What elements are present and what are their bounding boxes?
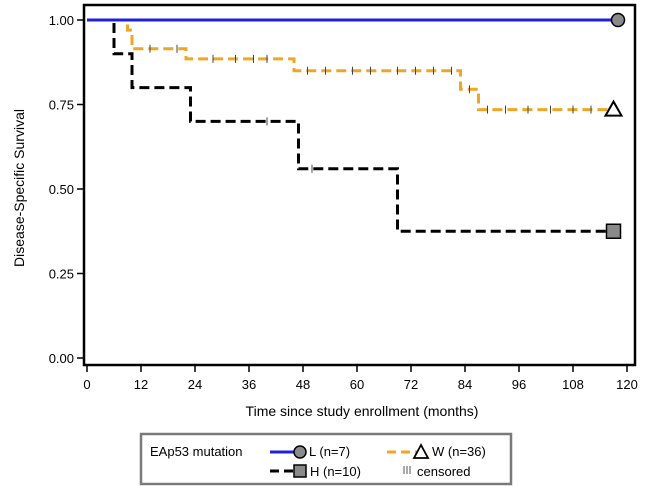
legend-title: EAp53 mutation [150, 444, 243, 459]
x-tick-label: 120 [616, 377, 638, 392]
x-axis-ticks: 0 12 24 36 48 60 72 84 96 108 120 [83, 365, 638, 392]
x-tick-label: 12 [134, 377, 148, 392]
legend-label-H: H (n=10) [310, 464, 361, 479]
legend-label-L: L (n=7) [309, 444, 350, 459]
x-axis-title: Time since study enrollment (months) [246, 403, 479, 419]
y-tick-label: 0.25 [49, 267, 74, 282]
y-tick-label: 0.75 [49, 98, 74, 113]
x-tick-label: 84 [458, 377, 472, 392]
legend-marker-L-circle-icon [293, 445, 307, 459]
y-tick-label: 1.00 [49, 13, 74, 28]
plot-frame [82, 3, 637, 367]
x-tick-label: 48 [296, 377, 310, 392]
legend-box [139, 432, 513, 486]
y-tick-label: 0.00 [49, 351, 74, 366]
y-axis-title: Disease-Specific Survival [11, 109, 27, 267]
y-axis-ticks: 0.00 0.25 0.50 0.75 1.00 [49, 13, 84, 366]
x-tick-label: 96 [512, 377, 526, 392]
end-marker-L-circle-icon [610, 12, 626, 28]
series-line-H [87, 18, 614, 233]
legend-label-censored: censored [417, 464, 470, 479]
x-tick-label: 72 [404, 377, 418, 392]
plot-lines [87, 12, 626, 239]
legend: EAp53 mutation L (n=7) W (n=36) H (n=10)… [139, 432, 513, 486]
legend-censored-icon [403, 466, 411, 474]
series-line-W [87, 18, 614, 112]
legend-marker-W-triangle-icon [412, 443, 430, 459]
x-tick-label: 24 [188, 377, 202, 392]
x-tick-label: 36 [242, 377, 256, 392]
x-tick-label: 60 [350, 377, 364, 392]
y-tick-label: 0.50 [49, 182, 74, 197]
x-tick-label: 0 [83, 377, 90, 392]
legend-marker-H-square-icon [293, 464, 307, 478]
legend-label-W: W (n=36) [432, 444, 486, 459]
end-marker-H-square-icon [605, 223, 622, 239]
x-tick-label: 108 [562, 377, 584, 392]
end-marker-W-triangle-icon [603, 99, 624, 117]
